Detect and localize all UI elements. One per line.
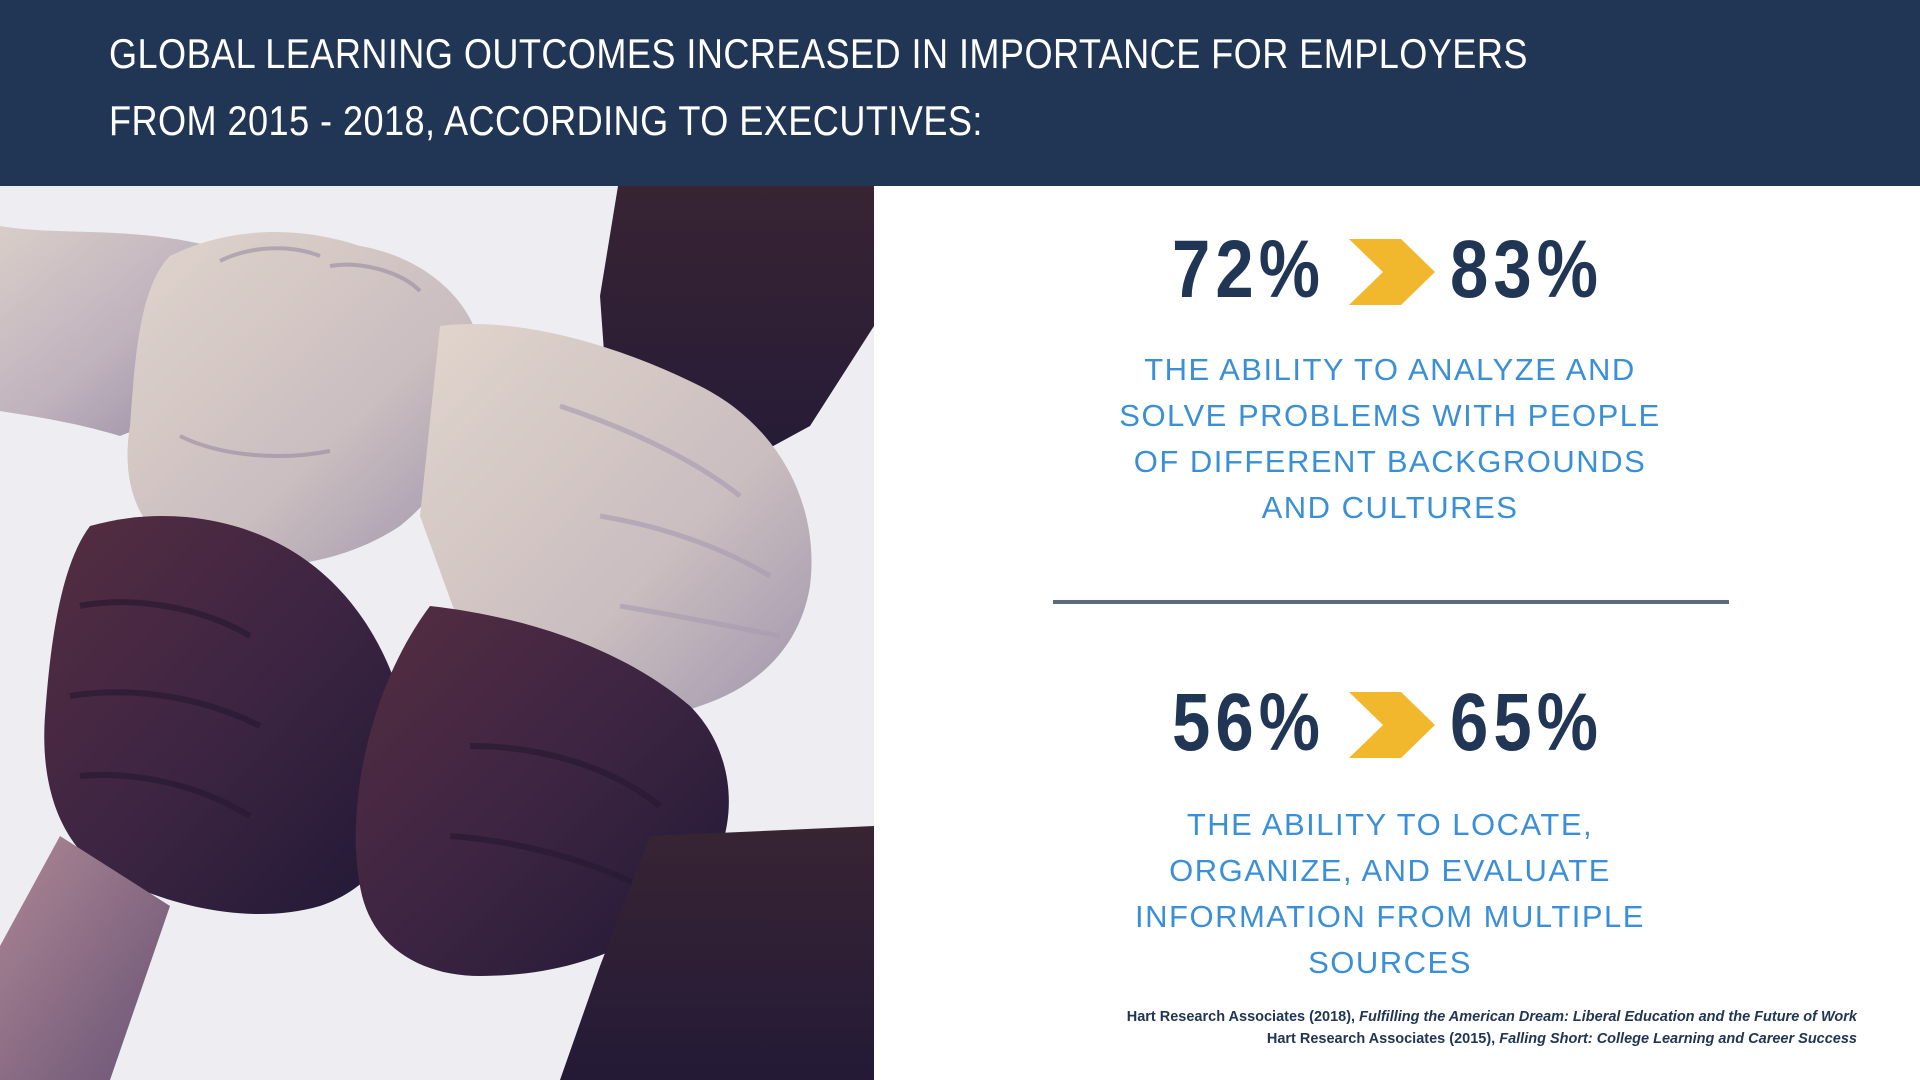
citation-2-title: Falling Short: College Learning and Care… — [1499, 1031, 1857, 1047]
stat-1-from: 72% — [1172, 224, 1325, 315]
hands-photo — [0, 186, 874, 1080]
interlocked-hands-illustration — [0, 186, 874, 1080]
citation-1: Hart Research Associates (2018), Fulfill… — [1127, 1006, 1857, 1028]
citations: Hart Research Associates (2018), Fulfill… — [1127, 1006, 1857, 1050]
stat-1-description-line: SOLVE PROBLEMS WITH PEOPLE — [1119, 398, 1661, 433]
citation-2: Hart Research Associates (2015), Falling… — [1127, 1028, 1857, 1050]
stat-1-to: 83% — [1450, 224, 1603, 315]
stat-2-from: 56% — [1172, 677, 1325, 768]
stat-2-description-line: SOURCES — [1308, 945, 1472, 980]
header-banner: GLOBAL LEARNING OUTCOMES INCREASED IN IM… — [0, 0, 1920, 186]
chevron-right-icon — [1349, 239, 1435, 305]
stat-2-to: 65% — [1450, 677, 1603, 768]
stat-1-description-line: THE ABILITY TO ANALYZE AND — [1144, 352, 1636, 387]
stat-row-1: 72% 83% — [1050, 225, 1770, 315]
stat-2-description-line: THE ABILITY TO LOCATE, — [1186, 807, 1594, 842]
stat-1-description: THE ABILITY TO ANALYZE AND SOLVE PROBLEM… — [1080, 347, 1700, 531]
citation-1-source: Hart Research Associates (2018), — [1126, 1009, 1360, 1025]
stat-2-description-line: ORGANIZE, AND EVALUATE — [1169, 853, 1611, 888]
stat-1-description-line: OF DIFFERENT BACKGROUNDS — [1133, 444, 1647, 479]
header-title-line-1: GLOBAL LEARNING OUTCOMES INCREASED IN IM… — [109, 30, 1528, 77]
stat-2-description: THE ABILITY TO LOCATE, ORGANIZE, AND EVA… — [1080, 802, 1700, 986]
header-title-line-2: FROM 2015 - 2018, ACCORDING TO EXECUTIVE… — [109, 97, 983, 144]
stat-1-description-line: AND CULTURES — [1261, 490, 1519, 525]
citation-2-source: Hart Research Associates (2015), — [1266, 1031, 1500, 1047]
chevron-right-icon — [1349, 692, 1435, 758]
section-divider — [1053, 600, 1729, 604]
stat-row-2: 56% 65% — [1050, 678, 1770, 768]
stat-2-description-line: INFORMATION FROM MULTIPLE — [1135, 899, 1645, 934]
citation-1-title: Fulfilling the American Dream: Liberal E… — [1359, 1009, 1857, 1025]
